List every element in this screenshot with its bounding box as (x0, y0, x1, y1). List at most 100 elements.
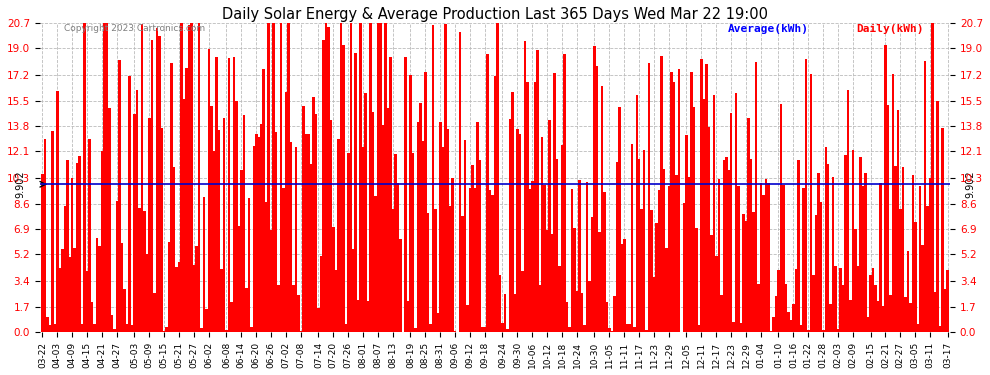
Bar (491, 195, 494, 332)
Bar (797, 160, 800, 332)
Bar (787, 312, 790, 332)
Bar (825, 147, 827, 332)
Bar (718, 179, 720, 332)
Bar (479, 160, 481, 332)
Bar (760, 183, 762, 332)
Bar (765, 179, 767, 332)
Bar (352, 249, 354, 332)
Bar (618, 106, 621, 332)
Bar (583, 325, 586, 332)
Bar (795, 268, 797, 332)
Bar (310, 164, 312, 332)
Bar (139, 208, 141, 332)
Bar (297, 295, 300, 332)
Bar (800, 325, 802, 332)
Bar (429, 324, 432, 332)
Bar (927, 206, 929, 332)
Bar (744, 221, 747, 332)
Bar (275, 132, 277, 332)
Text: Copyright 2023 Cartronics.com: Copyright 2023 Cartronics.com (64, 24, 206, 33)
Bar (188, 26, 190, 332)
Bar (190, 23, 193, 332)
Bar (225, 330, 228, 332)
Bar (740, 323, 742, 332)
Bar (539, 285, 541, 332)
Bar (434, 209, 437, 332)
Bar (842, 285, 844, 332)
Bar (621, 243, 623, 332)
Bar (262, 69, 265, 332)
Bar (780, 104, 782, 332)
Bar (494, 76, 496, 332)
Bar (53, 324, 56, 332)
Bar (703, 99, 705, 332)
Bar (775, 296, 777, 332)
Bar (541, 137, 544, 332)
Bar (155, 28, 158, 332)
Bar (404, 57, 407, 332)
Title: Daily Solar Energy & Average Production Last 365 Days Wed Mar 22 19:00: Daily Solar Energy & Average Production … (222, 7, 768, 22)
Bar (295, 147, 297, 332)
Text: 9.902: 9.902 (965, 171, 975, 198)
Bar (466, 305, 469, 332)
Bar (193, 265, 195, 332)
Bar (481, 327, 484, 332)
Bar (51, 131, 53, 332)
Bar (320, 256, 322, 332)
Bar (78, 156, 81, 332)
Bar (345, 324, 347, 332)
Bar (887, 105, 889, 332)
Bar (392, 209, 394, 332)
Bar (521, 271, 524, 332)
Bar (68, 257, 71, 332)
Bar (762, 195, 765, 332)
Bar (678, 69, 680, 332)
Bar (603, 192, 606, 332)
Bar (941, 128, 943, 332)
Bar (445, 24, 446, 332)
Bar (290, 142, 292, 332)
Bar (777, 270, 780, 332)
Bar (218, 130, 220, 332)
Bar (367, 301, 369, 332)
Bar (660, 56, 663, 332)
Bar (160, 128, 163, 332)
Bar (859, 158, 862, 332)
Bar (389, 57, 392, 332)
Bar (519, 134, 521, 332)
Bar (633, 327, 636, 332)
Bar (832, 177, 835, 332)
Bar (93, 324, 96, 332)
Bar (300, 331, 302, 332)
Bar (292, 285, 295, 332)
Bar (307, 134, 310, 332)
Bar (733, 322, 735, 332)
Bar (943, 290, 946, 332)
Bar (827, 164, 830, 332)
Bar (210, 106, 213, 332)
Bar (422, 141, 424, 332)
Bar (108, 108, 111, 332)
Bar (939, 326, 941, 332)
Bar (397, 183, 399, 332)
Bar (551, 234, 553, 332)
Bar (571, 189, 573, 332)
Bar (61, 249, 63, 332)
Bar (399, 239, 402, 332)
Bar (822, 330, 825, 332)
Bar (47, 317, 49, 332)
Bar (265, 202, 267, 332)
Bar (499, 275, 501, 332)
Text: Average(kWh): Average(kWh) (728, 24, 809, 34)
Bar (588, 281, 591, 332)
Bar (695, 228, 698, 332)
Bar (623, 239, 626, 332)
Bar (71, 178, 73, 332)
Bar (153, 293, 155, 332)
Bar (432, 25, 434, 332)
Bar (200, 328, 203, 332)
Bar (170, 63, 173, 332)
Bar (131, 325, 134, 332)
Bar (894, 166, 897, 332)
Bar (203, 197, 205, 332)
